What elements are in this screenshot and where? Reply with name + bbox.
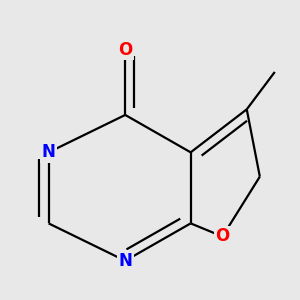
Text: O: O (118, 40, 132, 58)
Text: N: N (118, 252, 132, 270)
Text: O: O (215, 227, 230, 245)
Text: N: N (42, 143, 56, 161)
